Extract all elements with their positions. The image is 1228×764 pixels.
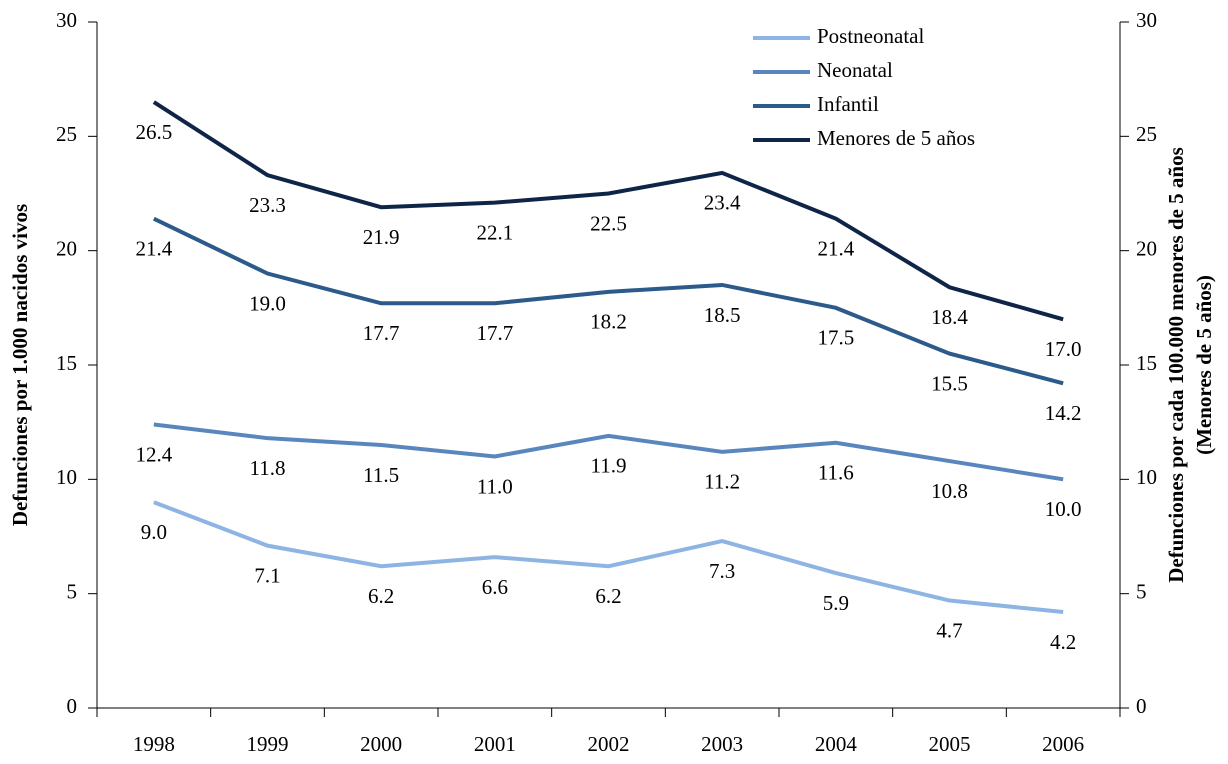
- x-tick-label: 2003: [701, 732, 743, 756]
- y2-tick-label: 25: [1136, 122, 1157, 146]
- data-label: 6.6: [482, 575, 508, 599]
- x-tick-label: 2004: [815, 732, 858, 756]
- x-tick-label: 2002: [588, 732, 630, 756]
- y2-axis-title: Defunciones por cada 100.000 menores de …: [1164, 147, 1188, 583]
- x-tick-label: 1998: [133, 732, 175, 756]
- data-label: 7.1: [254, 563, 280, 587]
- data-label: 11.5: [363, 463, 399, 487]
- data-label: 23.3: [249, 193, 286, 217]
- data-label: 21.4: [817, 236, 854, 260]
- y-tick-label: 30: [56, 8, 77, 32]
- y2-axis-title: (Menores de 5 años): [1192, 275, 1216, 455]
- y2-tick-label: 0: [1136, 694, 1147, 718]
- data-label: 10.8: [931, 479, 968, 503]
- data-label: 17.5: [817, 326, 854, 350]
- data-label: 14.2: [1045, 401, 1082, 425]
- data-label: 19.0: [249, 291, 286, 315]
- x-tick-label: 2001: [474, 732, 516, 756]
- legend-label: Postneonatal: [817, 24, 924, 48]
- data-label: 17.0: [1045, 337, 1082, 361]
- data-label: 4.2: [1050, 630, 1076, 654]
- legend-label: Infantil: [817, 92, 879, 116]
- data-label: 11.2: [704, 470, 740, 494]
- y-tick-label: 10: [56, 465, 77, 489]
- y-tick-label: 25: [56, 122, 77, 146]
- series-line: [153, 422, 1064, 482]
- y-tick-label: 0: [67, 694, 78, 718]
- data-label: 18.5: [704, 303, 741, 327]
- x-tick-label: 2000: [360, 732, 402, 756]
- data-label: 22.1: [476, 220, 513, 244]
- data-label: 7.3: [709, 559, 735, 583]
- data-label: 15.5: [931, 371, 968, 395]
- data-label: 12.4: [135, 442, 172, 466]
- data-label: 11.9: [591, 454, 627, 478]
- data-label: 11.0: [477, 474, 513, 498]
- data-label: 4.7: [936, 618, 962, 642]
- x-tick-label: 1999: [247, 732, 289, 756]
- data-label: 17.7: [363, 321, 400, 345]
- data-label: 10.0: [1045, 497, 1082, 521]
- y2-tick-label: 30: [1136, 8, 1157, 32]
- data-label: 6.2: [368, 584, 394, 608]
- y2-tick-label: 20: [1136, 236, 1157, 260]
- data-label: 11.8: [250, 456, 286, 480]
- data-label: 21.9: [363, 225, 400, 249]
- x-tick-label: 2005: [929, 732, 971, 756]
- y2-tick-label: 15: [1136, 351, 1157, 375]
- y-tick-label: 5: [67, 579, 78, 603]
- legend-label: Menores de 5 años: [817, 126, 975, 150]
- y-axis-title: Defunciones por 1.000 nacidos vivos: [8, 204, 32, 526]
- data-label: 17.7: [476, 321, 513, 345]
- data-label: 18.4: [931, 305, 968, 329]
- series-line: [152, 100, 1064, 322]
- x-tick-label: 2006: [1042, 732, 1084, 756]
- data-label: 6.2: [595, 584, 621, 608]
- legend-label: Neonatal: [817, 58, 893, 82]
- y2-tick-label: 10: [1136, 465, 1157, 489]
- y-tick-label: 20: [56, 236, 77, 260]
- data-label: 18.2: [590, 310, 627, 334]
- y-tick-label: 15: [56, 351, 77, 375]
- y2-tick-label: 5: [1136, 579, 1147, 603]
- data-label: 26.5: [135, 120, 172, 144]
- data-label: 23.4: [704, 191, 741, 215]
- series-line: [152, 216, 1064, 386]
- data-label: 11.6: [818, 461, 854, 485]
- series-line: [153, 500, 1064, 614]
- data-label: 22.5: [590, 211, 627, 235]
- data-label: 9.0: [141, 520, 167, 544]
- data-label: 21.4: [135, 236, 172, 260]
- data-label: 5.9: [823, 591, 849, 615]
